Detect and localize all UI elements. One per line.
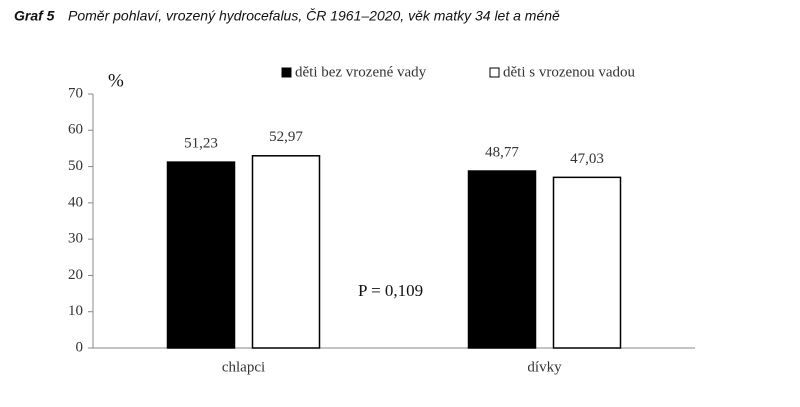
bar: [251, 155, 321, 349]
y-tick-label: 70: [68, 85, 83, 101]
chart-title: Poměr pohlaví, vrozený hydrocefalus, ČR …: [68, 8, 560, 24]
y-tick-label: 40: [68, 194, 83, 210]
y-tick-label: 20: [68, 267, 83, 283]
bar: [552, 176, 622, 349]
value-label: 52,97: [269, 129, 303, 145]
y-tick-label: 0: [76, 339, 84, 355]
bar: [467, 170, 537, 349]
x-tick-label: chlapci: [222, 359, 265, 375]
legend-swatch: [489, 67, 500, 78]
value-label: 51,23: [184, 136, 218, 152]
y-tick-label: 30: [68, 231, 83, 247]
legend-label: děti bez vrozené vady: [295, 64, 427, 80]
legend-swatch: [281, 67, 292, 78]
bar: [166, 161, 236, 349]
y-tick-label: 60: [68, 122, 83, 138]
y-tick-label: 10: [68, 303, 83, 319]
x-tick-label: dívky: [527, 359, 562, 375]
y-axis-label: %: [108, 70, 124, 91]
figure-label: Graf 5: [14, 8, 55, 24]
value-label: 48,77: [485, 144, 519, 160]
legend-label: děti s vrozenou vadou: [503, 64, 636, 80]
value-label: 47,03: [570, 151, 604, 167]
y-tick-label: 50: [68, 158, 83, 174]
annotation: P = 0,109: [358, 281, 423, 300]
